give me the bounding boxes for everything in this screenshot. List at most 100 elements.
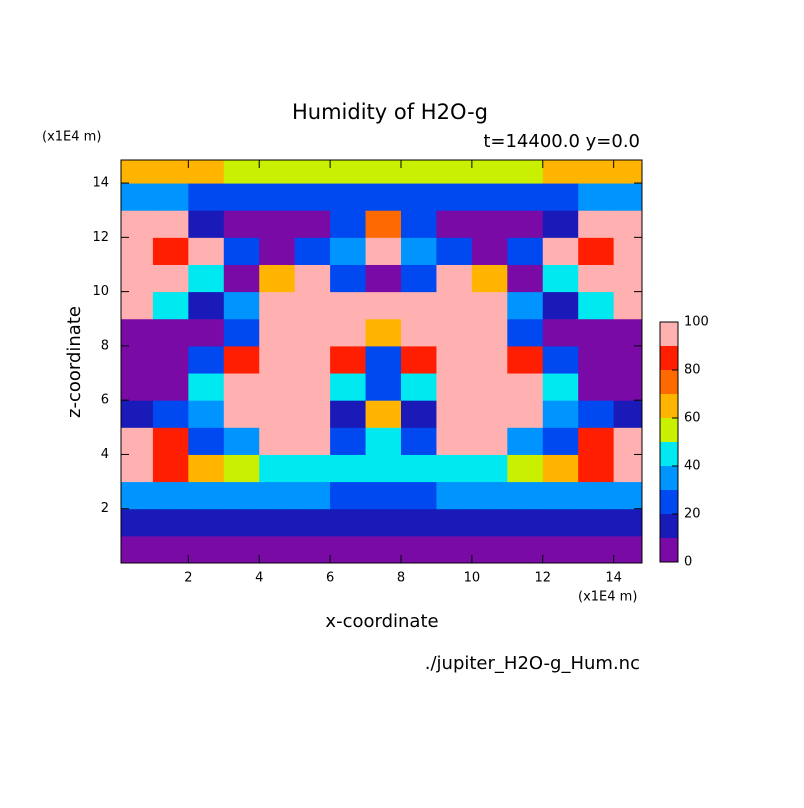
- contour-cell: [259, 508, 296, 537]
- contour-cell: [223, 160, 260, 184]
- contour-cell: [400, 508, 437, 537]
- contour-cell: [188, 508, 225, 537]
- contour-cell: [578, 400, 615, 428]
- contour-cell: [294, 291, 331, 320]
- contour-cell: [471, 481, 508, 510]
- contour-cell: [223, 264, 260, 293]
- contour-cell: [400, 291, 437, 320]
- contour-cell: [121, 345, 154, 374]
- contour-cell: [471, 264, 508, 293]
- y-tick-label: 14: [92, 176, 109, 191]
- contour-cell: [121, 237, 154, 265]
- colorbar-tick-label: 0: [684, 555, 692, 570]
- contour-cell: [365, 427, 402, 455]
- contour-cell: [471, 291, 508, 320]
- contour-cell: [152, 454, 189, 483]
- contour-cell: [259, 264, 296, 293]
- contour-cell: [613, 210, 642, 238]
- contour-cell: [613, 291, 642, 320]
- contour-cell: [507, 481, 544, 510]
- y-tick-label: 4: [101, 447, 109, 462]
- contour-cell: [613, 427, 642, 455]
- contour-cell: [578, 183, 615, 211]
- y-axis-label: z-coordinate: [64, 306, 85, 418]
- contour-cell: [152, 160, 189, 184]
- contour-cell: [542, 345, 579, 374]
- contour-cell: [542, 291, 579, 320]
- contour-cell: [613, 237, 642, 265]
- x-tick-label: 6: [326, 571, 334, 586]
- x-tick-label: 14: [605, 571, 622, 586]
- contour-cell: [507, 345, 544, 374]
- contour-cell: [365, 264, 402, 293]
- contour-cell: [436, 264, 473, 293]
- contour-cell: [259, 318, 296, 347]
- contour-cell: [542, 160, 579, 184]
- contour-cell: [507, 318, 544, 347]
- contour-cell: [294, 237, 331, 265]
- contour-cell: [613, 400, 642, 428]
- contour-cell: [471, 508, 508, 537]
- contour-cell: [542, 454, 579, 483]
- contour-cell: [542, 508, 579, 537]
- contour-cell: [188, 264, 225, 293]
- contour-cell: [365, 535, 402, 563]
- contour-cell: [294, 454, 331, 483]
- contour-cell: [613, 508, 642, 537]
- contour-cell: [365, 210, 402, 238]
- y-tick-label: 2: [101, 501, 109, 516]
- contour-cell: [507, 291, 544, 320]
- contour-cell: [121, 454, 154, 483]
- colorbar-tick-label: 40: [684, 459, 701, 474]
- contour-cell: [578, 160, 615, 184]
- contour-cell: [613, 481, 642, 510]
- contour-cell: [400, 373, 437, 401]
- contour-cell: [330, 291, 367, 320]
- contour-cell: [365, 345, 402, 374]
- contour-cell: [223, 400, 260, 428]
- contour-cell: [121, 210, 154, 238]
- contour-cell: [259, 400, 296, 428]
- contour-cell: [613, 345, 642, 374]
- contour-cell: [188, 183, 225, 211]
- contour-cell: [188, 291, 225, 320]
- contour-cell: [471, 160, 508, 184]
- contour-cell: [330, 237, 367, 265]
- contour-cell: [471, 454, 508, 483]
- contour-cell: [121, 481, 154, 510]
- contour-cell: [542, 237, 579, 265]
- contour-cell: [330, 427, 367, 455]
- contour-cell: [152, 535, 189, 563]
- contour-cell: [188, 373, 225, 401]
- contour-cell: [223, 318, 260, 347]
- chart-title: Humidity of H2O-g: [292, 100, 488, 124]
- contour-cell: [507, 264, 544, 293]
- contour-cell: [365, 508, 402, 537]
- contour-cell: [330, 183, 367, 211]
- contour-cell: [542, 481, 579, 510]
- contour-cell: [578, 237, 615, 265]
- contour-cell: [121, 400, 154, 428]
- contour-cell: [578, 373, 615, 401]
- contour-cell: [400, 183, 437, 211]
- contour-cell: [188, 210, 225, 238]
- contour-cell: [400, 264, 437, 293]
- x-axis-label: x-coordinate: [325, 611, 438, 632]
- contour-cell: [507, 210, 544, 238]
- contour-cell: [507, 400, 544, 428]
- contour-cell: [152, 373, 189, 401]
- contour-cell: [188, 318, 225, 347]
- contour-cell: [121, 291, 154, 320]
- colorbar-segment: [660, 466, 678, 490]
- contour-cell: [436, 535, 473, 563]
- x-tick-label: 10: [464, 571, 481, 586]
- y-tick-label: 12: [92, 230, 109, 245]
- colorbar-segment: [660, 490, 678, 514]
- contour-cell: [365, 454, 402, 483]
- contour-cell: [578, 427, 615, 455]
- contour-cell: [259, 183, 296, 211]
- contour-cell: [188, 454, 225, 483]
- contour-cell: [436, 345, 473, 374]
- contour-cell: [471, 345, 508, 374]
- contour-cell: [613, 373, 642, 401]
